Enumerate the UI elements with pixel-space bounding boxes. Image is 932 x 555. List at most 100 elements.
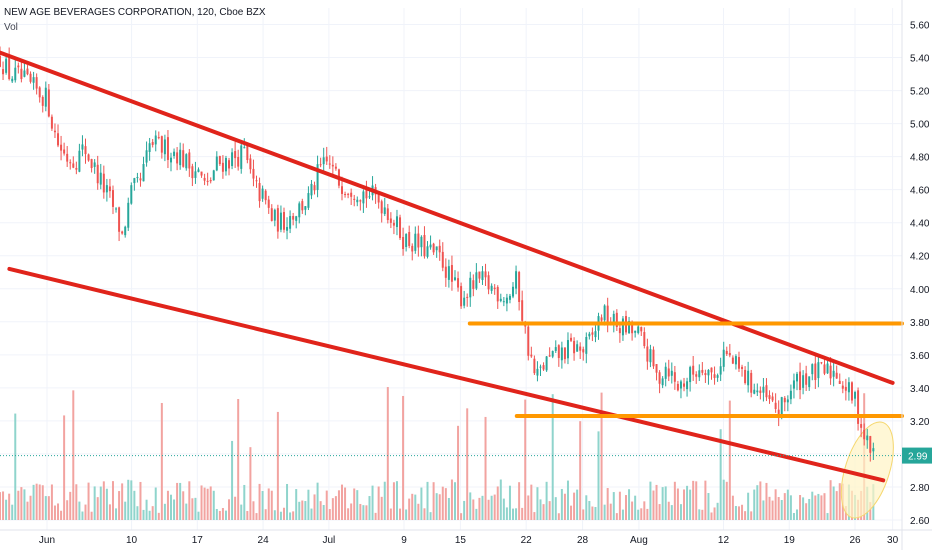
candle-body — [78, 150, 81, 172]
volume-bar — [60, 510, 63, 520]
volume-bar — [154, 487, 157, 520]
volume-bar — [597, 431, 600, 520]
candle-body — [722, 349, 725, 367]
volume-bar — [368, 496, 371, 520]
candle-body — [221, 162, 224, 172]
upper-trendline — [0, 50, 895, 385]
volume-bar — [182, 491, 185, 520]
candle-body — [362, 191, 365, 204]
volume-bar — [719, 429, 722, 520]
candle-body — [670, 370, 673, 376]
volume-bar — [756, 485, 759, 520]
candle-body — [811, 364, 814, 375]
candle-body — [447, 266, 450, 280]
candle-body — [792, 380, 795, 389]
volume-bar — [136, 506, 139, 520]
volume-bar — [313, 494, 316, 520]
volume-bar — [243, 484, 246, 520]
volume-bar — [621, 509, 624, 520]
price-axis[interactable]: 5.60 5.40 5.20 5.00 4.80 4.60 4.40 4.20 4.00 3.80… — [901, 0, 932, 550]
price-tick-label: 3.20 — [910, 417, 930, 428]
candle-body — [826, 363, 829, 374]
candle-body — [484, 271, 487, 278]
candle-body — [173, 151, 176, 156]
volume-bar — [768, 496, 771, 520]
volume-bar — [218, 510, 221, 520]
candle-body — [395, 216, 398, 228]
candle-body — [295, 216, 298, 221]
candle-body — [228, 160, 231, 169]
volume-bar — [0, 492, 1, 520]
volume-bar — [817, 493, 820, 520]
volume-bar — [124, 501, 127, 520]
candle-body — [780, 397, 783, 418]
volume-bar — [130, 480, 133, 520]
volume-bar — [389, 508, 392, 520]
candle-body — [111, 190, 114, 207]
candle-body — [90, 159, 93, 169]
volume-bar — [69, 491, 72, 520]
volume-bar — [26, 501, 29, 520]
volume-bar — [777, 497, 780, 520]
volume-bar — [780, 500, 783, 520]
time-axis[interactable]: Jun 10 17 24 Jul 9 15 22 28 Aug 12 19 26 30 — [0, 529, 932, 546]
candle-body — [829, 365, 832, 379]
volume-bar — [624, 495, 627, 520]
volume-bar — [600, 392, 603, 520]
candle-body — [429, 244, 432, 248]
candle-body — [438, 245, 441, 253]
volume-bar — [258, 483, 261, 520]
volume-bar — [185, 503, 188, 520]
volume-bar — [805, 503, 808, 520]
volume-bar — [591, 506, 594, 520]
volume-bar — [747, 492, 750, 520]
candle-body — [539, 366, 542, 368]
candle-body — [310, 183, 313, 196]
volume-bar — [2, 491, 5, 520]
volume-bar — [679, 504, 682, 520]
volume-bar — [490, 495, 493, 520]
candle-body — [301, 201, 304, 211]
candle-body — [838, 380, 841, 384]
candle-body — [847, 382, 850, 393]
volume-bar — [472, 499, 475, 520]
time-tick-label: 19 — [784, 535, 796, 546]
volume-bar — [240, 504, 243, 520]
volume-bar — [560, 488, 563, 520]
volume-bar — [267, 488, 270, 520]
volume-bar — [731, 495, 734, 520]
candle-body — [29, 73, 32, 82]
candle-body — [762, 386, 765, 393]
volume-bar — [759, 481, 762, 520]
volume-bar — [224, 510, 227, 520]
time-tick-label: Aug — [630, 535, 648, 546]
candle-body — [872, 448, 875, 452]
candle-body — [63, 149, 66, 154]
volume-bar — [628, 489, 631, 520]
volume-bar — [615, 513, 618, 520]
candle-body — [72, 163, 75, 168]
volume-bar — [148, 510, 151, 520]
time-tick-label: 15 — [455, 535, 467, 546]
price-tick-label: 2.60 — [910, 516, 930, 527]
candle-body — [14, 67, 17, 81]
time-tick-label: 9 — [401, 535, 407, 546]
candle-body — [515, 271, 518, 289]
volume-bar — [435, 493, 438, 520]
volume-bar — [203, 487, 206, 520]
candle-body — [606, 305, 609, 326]
volume-bar — [820, 495, 823, 520]
volume-bar — [337, 490, 340, 520]
candle-body — [496, 287, 499, 302]
candle-body — [521, 300, 524, 321]
candle-body — [209, 180, 212, 182]
candle-body — [102, 173, 105, 193]
volume-bar — [417, 503, 420, 520]
candle-body — [588, 333, 591, 337]
volume-bar — [145, 499, 148, 520]
candle-body — [591, 332, 594, 335]
candle-body — [698, 370, 701, 378]
candle-body — [463, 297, 466, 306]
